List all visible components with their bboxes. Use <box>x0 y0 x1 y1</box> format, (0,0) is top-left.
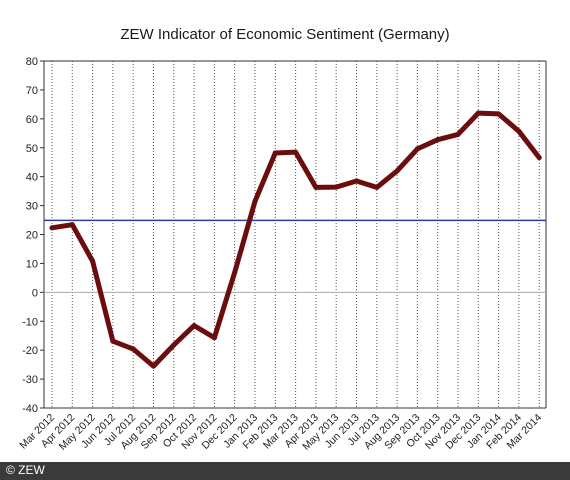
data-point <box>496 111 502 117</box>
data-point <box>516 128 522 134</box>
data-point <box>49 225 55 231</box>
data-point <box>435 137 441 143</box>
data-point <box>414 146 420 152</box>
data-point <box>272 150 278 156</box>
y-tick-label: -30 <box>22 374 38 386</box>
y-tick-label: 10 <box>26 258 38 270</box>
y-tick-label: 60 <box>26 114 38 126</box>
data-point <box>211 335 217 341</box>
chart-title: ZEW Indicator of Economic Sentiment (Ger… <box>120 26 450 43</box>
data-point <box>475 110 481 116</box>
data-point <box>293 149 299 155</box>
line-chart: -40 -30 -20 -10 0 10 20 30 40 50 60 70 80 Mar 2012Ap… <box>17 56 547 453</box>
y-tick-labels: -40 -30 -20 -10 0 10 20 30 40 50 60 70 80 <box>22 56 38 415</box>
chart-axes <box>40 60 547 409</box>
data-point <box>536 155 542 161</box>
grid-lines <box>51 61 540 408</box>
data-point <box>232 269 238 275</box>
y-tick-label: 40 <box>26 172 38 184</box>
data-point <box>354 178 359 184</box>
reference-lines <box>44 219 546 293</box>
data-point <box>69 222 75 228</box>
series-lines <box>49 110 542 369</box>
data-point <box>130 346 136 352</box>
y-tick-label: 50 <box>26 143 38 155</box>
y-tick-label: 0 <box>32 287 38 299</box>
y-tick-label: 70 <box>26 85 38 97</box>
y-tick-label: -10 <box>22 316 38 328</box>
y-tick-label: -20 <box>22 345 38 357</box>
footer-bar: © ZEW <box>0 462 570 480</box>
y-tick-label: 80 <box>26 56 38 68</box>
y-tick-label: 30 <box>26 201 38 213</box>
y-tick-label: -40 <box>22 403 38 415</box>
data-point <box>394 168 400 174</box>
data-point <box>90 258 96 264</box>
data-point <box>110 338 116 344</box>
data-point <box>252 198 258 204</box>
data-point <box>374 184 380 190</box>
y-tick-label: 20 <box>26 230 38 242</box>
data-point <box>171 342 177 348</box>
data-point <box>333 184 339 190</box>
data-point <box>191 323 197 329</box>
copyright-text: © ZEW <box>6 463 45 477</box>
data-point <box>151 363 156 369</box>
data-point <box>313 184 319 190</box>
data-point <box>455 131 461 137</box>
